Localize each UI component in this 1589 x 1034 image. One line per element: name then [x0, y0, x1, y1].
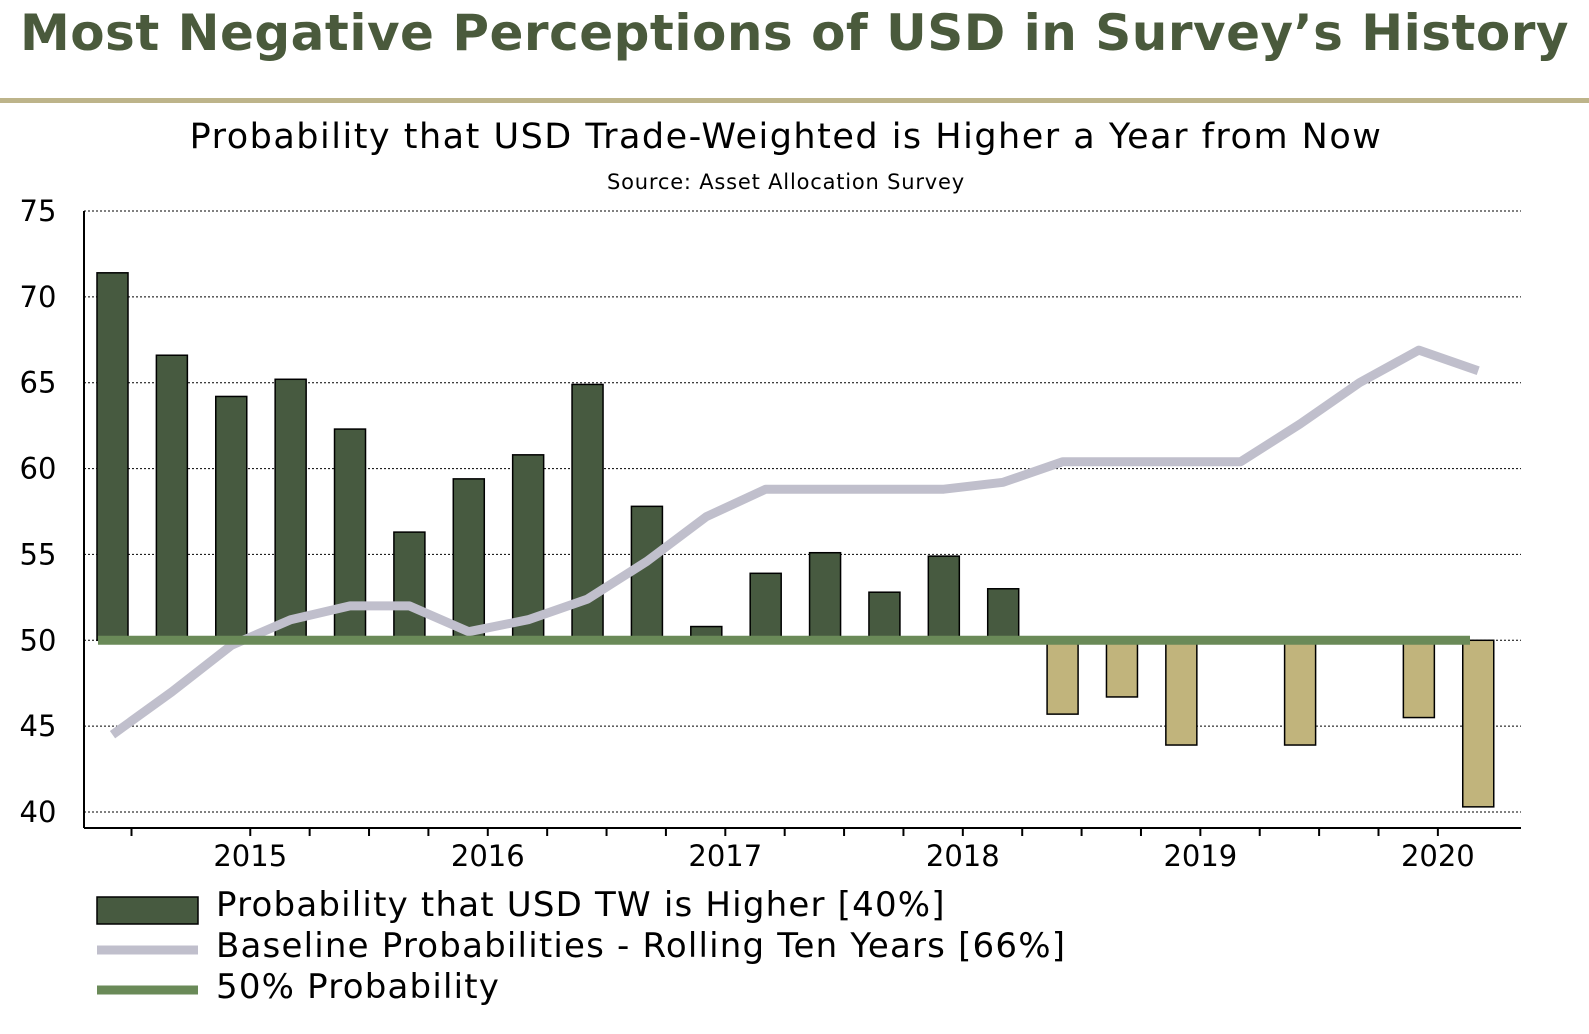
bar [215, 395, 248, 642]
page-title: Most Negative Perceptions of USD in Surv… [19, 4, 1570, 62]
axes [83, 211, 1521, 836]
bar [986, 588, 1020, 642]
bars [96, 272, 1495, 808]
x-tick-label: 2018 [926, 839, 1000, 873]
bar [96, 272, 129, 642]
bar [749, 572, 782, 642]
bar [1283, 639, 1317, 746]
x-tick-label: 2020 [1401, 839, 1475, 873]
chart-title: Probability that USD Trade-Weighted is H… [190, 117, 1383, 157]
bar [1461, 639, 1495, 808]
y-tick-label: 50 [20, 623, 57, 657]
x-axis-tick-labels: 2015 2016 2017 2018 2019 2020 [213, 839, 1474, 873]
x-tick-label: 2015 [213, 839, 287, 873]
y-tick-label: 60 [20, 452, 57, 486]
legend-entry-probability: Probability that USD TW is Higher [40%] [216, 885, 946, 925]
lines [98, 345, 1480, 739]
bar [927, 555, 961, 642]
legend-swatch-probability-bar [96, 896, 199, 925]
bar [1105, 639, 1139, 698]
legend-entry-baseline: Baseline Probabilities - Rolling Ten Yea… [216, 926, 1066, 966]
legend: Probability that USD TW is Higher [40%] … [96, 885, 1066, 1007]
bar [393, 531, 426, 642]
bar [1402, 639, 1436, 719]
bar [155, 354, 189, 642]
y-tick-label: 40 [20, 795, 57, 829]
y-tick-label: 45 [20, 709, 57, 743]
bar [511, 454, 545, 642]
x-tick-label: 2017 [688, 839, 762, 873]
bar [868, 591, 901, 642]
legend-entry-fifty: 50% Probability [216, 967, 500, 1007]
baseline-probability-line [109, 345, 1480, 739]
chart-subtitle: Source: Asset Allocation Survey [607, 170, 965, 194]
bar [1046, 639, 1079, 715]
y-tick-label: 65 [20, 366, 57, 400]
bar [808, 551, 842, 642]
bar [452, 478, 486, 642]
y-tick-label: 70 [20, 280, 57, 314]
bar [1165, 639, 1198, 746]
y-tick-label: 75 [20, 194, 57, 228]
y-tick-label: 55 [20, 537, 57, 571]
x-tick-label: 2019 [1163, 839, 1237, 873]
title-divider [0, 98, 1589, 103]
y-axis-tick-labels: 75 70 65 60 55 50 45 40 [20, 194, 57, 829]
x-tick-label: 2016 [451, 839, 525, 873]
bar [274, 378, 307, 642]
